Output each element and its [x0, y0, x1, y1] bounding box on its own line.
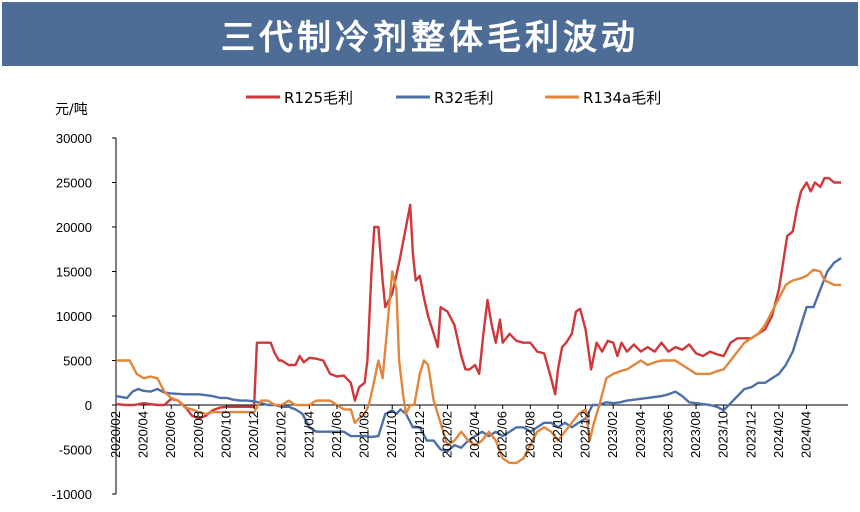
- y-tick-label: 20000: [56, 220, 92, 235]
- y-tick-label: 30000: [56, 131, 92, 146]
- x-tick-label: 2020/08: [191, 411, 206, 458]
- x-tick-label: 2020/02: [108, 411, 123, 458]
- x-tick-label: 2020/04: [136, 411, 151, 458]
- x-tick-label: 2021/04: [301, 411, 316, 458]
- series-line-R32毛利: [115, 257, 842, 453]
- x-tick-label: 2022/08: [522, 411, 537, 458]
- chart-title-banner: 三代制冷剂整体毛利波动: [2, 2, 858, 66]
- y-unit-label: 元/吨: [55, 102, 88, 118]
- chart-title: 三代制冷剂整体毛利波动: [221, 17, 639, 58]
- series-line-R134a毛利: [116, 268, 842, 465]
- x-tick-label: 2023/10: [716, 411, 731, 458]
- x-tick-label: 2023/08: [688, 411, 703, 458]
- x-tick-label: 2021/06: [329, 411, 344, 458]
- legend-label: R32毛利: [434, 89, 494, 107]
- x-tick-label: 2022/10: [550, 411, 565, 458]
- series-line-R125毛利: [115, 176, 842, 420]
- x-tick-label: 2021/02: [274, 411, 289, 458]
- x-tick-label: 2023/02: [605, 411, 620, 458]
- y-tick-label: 25000: [56, 176, 92, 191]
- x-tick-label: 2020/12: [246, 411, 261, 458]
- x-tick-label: 2023/04: [633, 411, 648, 458]
- y-tick-label: -10000: [52, 487, 92, 502]
- x-tick-label: 2020/10: [218, 411, 233, 458]
- legend-label: R125毛利: [284, 89, 353, 107]
- y-tick-label: 10000: [56, 309, 92, 324]
- x-tick-label: 2022/12: [578, 411, 593, 458]
- x-tick-label: 2023/06: [660, 411, 675, 458]
- x-tick-label: 2024/02: [771, 411, 786, 458]
- x-tick-label: 2021/12: [412, 411, 427, 458]
- x-tick-label: 2022/02: [439, 411, 454, 458]
- x-tick-label: 2023/12: [743, 411, 758, 458]
- y-tick-label: 5000: [63, 354, 92, 369]
- x-tick-label: 2021/08: [357, 411, 372, 458]
- legend-label: R134a毛利: [583, 89, 661, 107]
- x-tick-label: 2022/06: [495, 411, 510, 458]
- y-tick-label: -5000: [59, 443, 92, 458]
- y-tick-label: 15000: [56, 265, 92, 280]
- x-tick-label: 2020/06: [163, 411, 178, 458]
- x-tick-label: 2024/04: [799, 411, 814, 458]
- x-tick-label: 2021/10: [384, 411, 399, 458]
- x-tick-label: 2022/04: [467, 411, 482, 458]
- y-tick-label: 0: [85, 398, 92, 413]
